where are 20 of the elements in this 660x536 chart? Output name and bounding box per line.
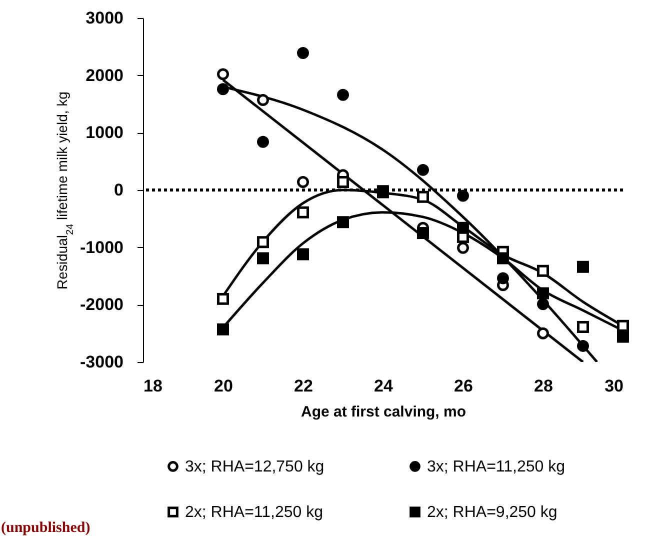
x-tick-label: 30: [604, 376, 624, 396]
legend-label: 2x; RHA=11,250 kg: [185, 504, 324, 521]
x-tick-label: 28: [534, 376, 553, 396]
legend-label: 3x; RHA=11,250 kg: [427, 458, 566, 476]
x-axis-title: Age at first calving, mo: [300, 404, 466, 420]
x-tick-label: 20: [214, 376, 233, 396]
y-tick-label: 0: [114, 180, 124, 200]
x-tick-label: 24: [374, 376, 394, 396]
legend-label: 3x; RHA=12,750 kg: [185, 458, 324, 476]
y-tick-label: -1000: [80, 238, 124, 257]
legend-label: 2x; RHA=9,250 kg: [427, 504, 558, 521]
y-tick-label: 2000: [86, 66, 124, 85]
x-tick-label: 26: [454, 376, 473, 396]
text: (unpublished): [1, 520, 90, 536]
x-tick-label: 22: [294, 376, 313, 396]
y-tick-label: -3000: [80, 352, 124, 372]
x-tick-label: 18: [144, 376, 162, 396]
y-tick-label: -2000: [80, 295, 124, 314]
y-tick-label: 1000: [86, 123, 124, 142]
y-tick-label: 3000: [86, 8, 124, 28]
